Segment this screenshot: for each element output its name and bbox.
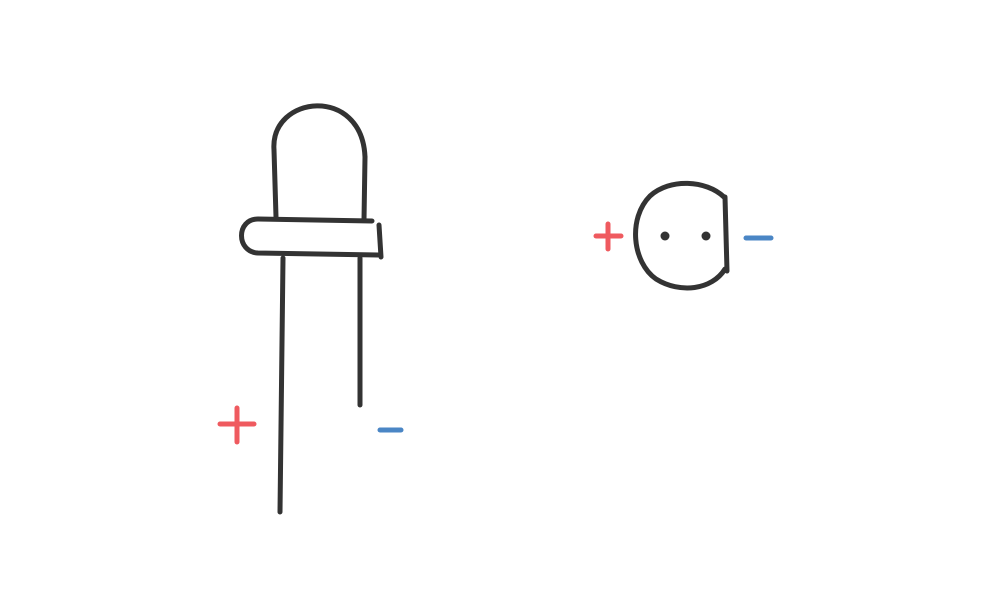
led-dome [271,103,368,160]
lead-dot-anode [660,231,670,241]
led-side-view [217,103,404,515]
circular-base-with-flat-side [633,180,728,291]
base-flat-edge [722,194,730,274]
anode-lead-long [277,255,286,515]
led-body-left-edge [271,147,279,220]
led-flange [239,216,381,258]
plus-sign [593,221,624,252]
led-bottom-view [593,180,774,291]
plus-sign [217,405,257,445]
led-body-right-edge [361,154,368,223]
led-flange-flat-side [376,222,384,260]
lead-dot-cathode [701,231,711,241]
